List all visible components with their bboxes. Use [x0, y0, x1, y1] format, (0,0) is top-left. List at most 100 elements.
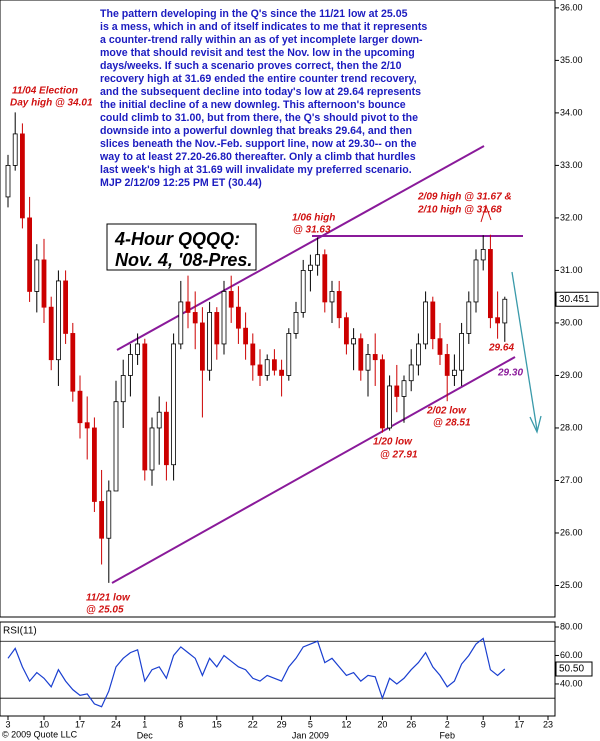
candle-body	[343, 317, 349, 345]
candle-body	[300, 270, 306, 313]
commentary-line: The pattern developing in the Q's since …	[100, 8, 408, 20]
candle-body	[27, 217, 33, 292]
annotation: @ 27.91	[380, 450, 418, 461]
commentary-line: move that should revisit and test the No…	[100, 47, 415, 59]
candle-body	[185, 301, 191, 313]
candle-body	[451, 369, 457, 376]
x-tick-label: 23	[543, 719, 553, 729]
y-tick-label: 27.00	[560, 475, 583, 485]
candle-body	[315, 254, 321, 266]
candle-body	[56, 280, 61, 361]
candle-body	[379, 359, 385, 429]
price-panel	[0, 0, 556, 618]
commentary-line: is a mess, which in and of itself indica…	[100, 21, 427, 33]
candle-body	[228, 291, 234, 308]
candle-body	[12, 133, 18, 166]
chart-title: 4-Hour QQQQ:	[114, 229, 240, 249]
candle-body	[264, 359, 270, 376]
annotation: Day high @ 34.01	[10, 98, 93, 109]
arrow-head	[529, 415, 542, 434]
rsi-tick-label: 40.00	[560, 678, 583, 688]
x-tick-label: 10	[39, 719, 49, 729]
commentary-line: and the subsequent decline into today's …	[100, 86, 421, 98]
candle-body	[502, 298, 508, 324]
candle-body	[19, 133, 25, 219]
x-tick-label: 26	[406, 719, 416, 729]
annotation: 29.64	[488, 343, 514, 354]
candle-body	[163, 411, 169, 466]
candle-body	[459, 333, 465, 371]
candle-body	[487, 249, 493, 319]
x-tick-label: 20	[377, 719, 387, 729]
candle-body	[480, 249, 486, 261]
candle-body	[293, 312, 299, 334]
candle-body	[34, 259, 40, 292]
candle-body	[423, 301, 429, 345]
candle-body	[437, 338, 443, 355]
candle-body	[106, 490, 112, 539]
candle-body	[322, 254, 328, 303]
candle-body	[127, 354, 133, 376]
title-box	[106, 223, 257, 271]
rsi-tick-label: 80.00	[560, 621, 583, 631]
candle-body	[408, 364, 414, 382]
x-tick-label: 9	[481, 719, 486, 729]
rsi-value-box	[555, 661, 593, 677]
rsi-tick-label: 60.00	[560, 650, 583, 660]
candle-body	[250, 343, 256, 366]
annotation: 11/04 Election	[12, 86, 78, 97]
y-tick-label: 25.00	[560, 580, 583, 590]
candle-body	[149, 427, 155, 471]
candle-body	[279, 369, 285, 376]
candle-body	[401, 380, 407, 397]
candle-body	[63, 280, 68, 334]
x-tick-label: 1	[142, 719, 147, 729]
candle-body	[372, 354, 378, 361]
candle-body	[92, 427, 97, 502]
month-label: Feb	[439, 730, 455, 740]
y-tick-label: 29.00	[560, 370, 583, 380]
candle-body	[192, 312, 198, 324]
candle-body	[142, 343, 148, 471]
commentary-line: slices beneath the Nov.-Feb. support lin…	[100, 138, 417, 150]
annotation: @ 28.51	[433, 418, 471, 429]
x-tick-label: 5	[308, 719, 313, 729]
y-tick-label: 30.00	[560, 317, 583, 327]
commentary-line: way to at least 27.20-26.80 thereafter. …	[99, 151, 416, 163]
lower-channel-line	[111, 356, 516, 584]
zigzag	[480, 204, 492, 223]
x-tick-label: 17	[75, 719, 85, 729]
commentary-line: could climb to 31.00, but from there, th…	[100, 112, 418, 124]
annotation: 2/02 low	[426, 406, 467, 417]
candle-body	[243, 327, 249, 345]
candle-body	[336, 291, 342, 319]
rsi-label: RSI(11)	[3, 626, 37, 637]
candle-body	[221, 291, 227, 345]
chart-subtitle: Nov. 4, '08-Pres.	[115, 250, 252, 270]
candle-body	[495, 317, 501, 324]
candle-body	[365, 354, 371, 371]
candle-body	[387, 385, 393, 429]
candle-body	[199, 322, 205, 371]
x-tick-label: 24	[111, 719, 121, 729]
candle-body	[286, 333, 292, 376]
annotation: 1/20 low	[373, 437, 413, 448]
candle-body	[214, 312, 220, 345]
y-tick-label: 32.00	[560, 212, 583, 222]
candle-body	[77, 390, 83, 424]
x-tick-label: 8	[178, 719, 183, 729]
annotation: 29.30	[497, 368, 523, 379]
commentary-line: recovery high at 31.69 ended the entire …	[100, 73, 417, 85]
x-tick-label: 15	[212, 719, 222, 729]
candle-body	[444, 354, 450, 376]
candle-body	[48, 306, 54, 361]
x-tick-label: 12	[341, 719, 351, 729]
y-tick-label: 34.00	[560, 107, 583, 117]
footer: © 2009 Quote LLC	[2, 729, 78, 739]
x-tick-label: 3	[5, 719, 10, 729]
candle-body	[473, 259, 479, 303]
y-tick-label: 28.00	[560, 422, 583, 432]
candle-body	[156, 411, 162, 429]
annotation: @ 31.63	[293, 225, 331, 236]
